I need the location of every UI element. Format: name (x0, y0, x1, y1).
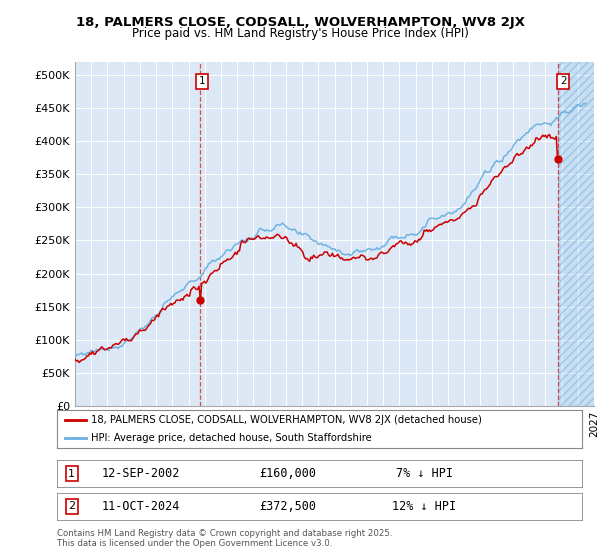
Text: 1: 1 (199, 77, 206, 86)
Text: 18, PALMERS CLOSE, CODSALL, WOLVERHAMPTON, WV8 2JX: 18, PALMERS CLOSE, CODSALL, WOLVERHAMPTO… (76, 16, 524, 29)
Text: 2: 2 (68, 501, 75, 511)
Bar (559, 29, 594, 406)
Text: 12-SEP-2002: 12-SEP-2002 (102, 467, 180, 480)
Text: 7% ↓ HPI: 7% ↓ HPI (396, 467, 453, 480)
Text: Contains HM Land Registry data © Crown copyright and database right 2025.
This d: Contains HM Land Registry data © Crown c… (57, 529, 392, 548)
Bar (559, 62, 594, 406)
Text: £160,000: £160,000 (260, 467, 317, 480)
Text: HPI: Average price, detached house, South Staffordshire: HPI: Average price, detached house, Sout… (91, 433, 372, 443)
Text: £372,500: £372,500 (260, 500, 317, 513)
Text: 2: 2 (560, 77, 566, 86)
Text: 11-OCT-2024: 11-OCT-2024 (102, 500, 180, 513)
Text: 18, PALMERS CLOSE, CODSALL, WOLVERHAMPTON, WV8 2JX (detached house): 18, PALMERS CLOSE, CODSALL, WOLVERHAMPTO… (91, 415, 482, 425)
Text: Price paid vs. HM Land Registry's House Price Index (HPI): Price paid vs. HM Land Registry's House … (131, 27, 469, 40)
Text: 1: 1 (68, 469, 75, 479)
Text: 12% ↓ HPI: 12% ↓ HPI (392, 500, 457, 513)
